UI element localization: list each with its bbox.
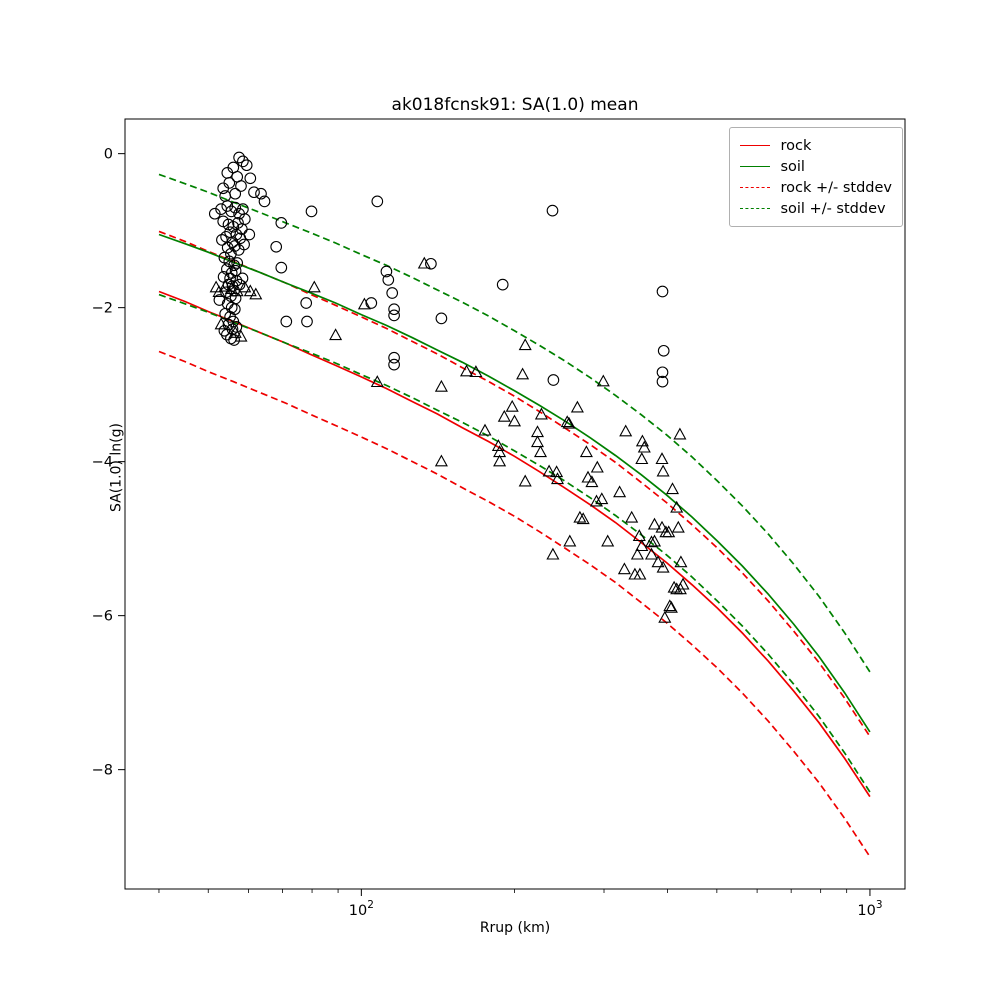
legend-label: rock	[780, 137, 812, 154]
legend-label: rock +/- stddev	[780, 179, 892, 196]
y-tick-label: 0	[104, 147, 113, 163]
rock-minus-stddev-curve	[158, 350, 871, 858]
legend-entry-soil: soil	[740, 156, 892, 177]
y-axis-label: SA(1.0) ln(g)	[108, 423, 125, 512]
x-tick-label: 103	[857, 899, 882, 919]
soil-minus-stddev-curve	[158, 293, 871, 793]
legend-label: soil +/- stddev	[780, 200, 886, 217]
records-triangles	[209, 256, 690, 623]
x-tick-label: 102	[349, 899, 374, 919]
soil-mean-curve	[158, 233, 871, 733]
y-tick-label: −6	[92, 609, 113, 625]
rock-stddev-line-swatch	[740, 187, 771, 188]
rock-plus-stddev-curve	[158, 230, 871, 737]
records-circles	[208, 151, 670, 388]
y-tick-label: −8	[92, 763, 113, 779]
y-tick-label: −2	[92, 301, 113, 317]
x-axis-label: Rrup (km)	[479, 920, 551, 936]
y-tick-label: −4	[92, 455, 113, 471]
legend-entry-rock: rock	[740, 135, 892, 156]
soil-line-swatch	[740, 166, 771, 167]
rock-mean-curve	[158, 290, 871, 798]
legend-entry-rock-stddev: rock +/- stddev	[740, 177, 892, 198]
legend: rock soil rock +/- stddev soil +/- stdde…	[729, 127, 903, 227]
legend-entry-soil-stddev: soil +/- stddev	[740, 198, 892, 219]
chart-title: ak018fcnsk91: SA(1.0) mean	[391, 95, 639, 115]
soil-plus-stddev-curve	[158, 173, 871, 673]
rock-line-swatch	[740, 145, 771, 146]
soil-stddev-line-swatch	[740, 208, 771, 209]
legend-label: soil	[780, 158, 805, 175]
